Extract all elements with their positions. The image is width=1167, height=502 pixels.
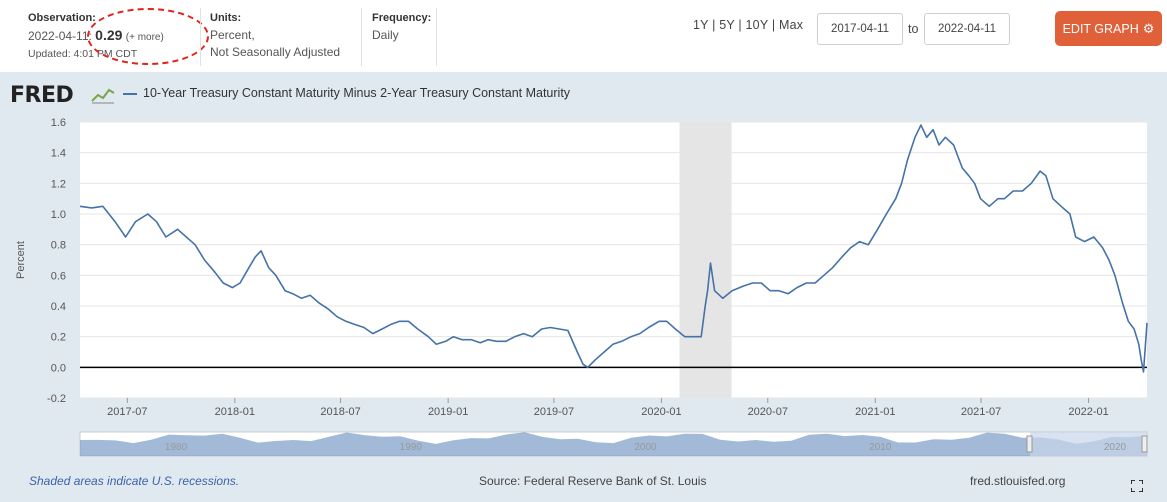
y-tick-label: -0.2 <box>47 393 66 405</box>
gear-icon: ⚙ <box>1142 21 1155 36</box>
fullscreen-icon[interactable] <box>1131 480 1143 492</box>
navigator-label: 2010 <box>869 442 892 453</box>
range-1y[interactable]: 1Y <box>693 18 709 32</box>
y-tick-label: 0.0 <box>51 362 66 374</box>
observation-more-link[interactable]: (+ more) <box>125 32 164 43</box>
edit-graph-button[interactable]: EDIT GRAPH ⚙ <box>1055 11 1162 46</box>
y-tick-label: 1.0 <box>51 209 66 221</box>
range-selector: 1Y | 5Y | 10Y | Max <box>693 18 804 32</box>
recession-shade <box>679 122 732 398</box>
recession-note: Shaded areas indicate U.S. recessions. <box>29 474 240 488</box>
y-tick-label: 1.2 <box>51 178 66 190</box>
observation-value: 0.29 <box>95 27 123 43</box>
fred-logo: FRED <box>10 83 74 108</box>
range-5y[interactable]: 5Y <box>719 18 735 32</box>
units-label: Units: <box>210 12 242 24</box>
x-tick-label: 2020-01 <box>641 406 681 418</box>
x-tick-label: 2021-07 <box>961 406 1001 418</box>
to-label: to <box>908 22 919 36</box>
legend-label: 10-Year Treasury Constant Maturity Minus… <box>143 86 571 100</box>
x-tick-label: 2017-07 <box>107 406 147 418</box>
navigator-label: 2020 <box>1104 442 1127 453</box>
y-tick-label: 0.2 <box>51 332 66 344</box>
y-tick-label: 1.6 <box>51 117 66 129</box>
divider <box>436 8 437 66</box>
end-date-input[interactable]: 2022-04-11 <box>924 13 1010 45</box>
frequency-label: Frequency: <box>372 12 432 24</box>
observation-date: 2022-04-11: <box>28 29 92 43</box>
y-tick-label: 0.4 <box>51 301 66 313</box>
units-line2: Not Seasonally Adjusted <box>210 45 341 59</box>
units-line1: Percent, <box>210 28 255 42</box>
observation-block: Observation: 2022-04-11: 0.29 (+ more) U… <box>28 10 164 63</box>
y-tick-label: 1.4 <box>51 148 66 160</box>
divider <box>200 8 201 66</box>
series-line <box>79 124 1148 373</box>
x-tick-label: 2020-07 <box>748 406 788 418</box>
y-axis-label: Percent <box>15 241 27 279</box>
observation-label: Observation: <box>28 12 96 24</box>
x-tick-label: 2019-01 <box>428 406 468 418</box>
x-tick-label: 2021-01 <box>855 406 895 418</box>
x-tick-label: 2019-07 <box>534 406 574 418</box>
start-date-input[interactable]: 2017-04-11 <box>817 13 903 45</box>
frequency-block: Frequency: Daily <box>372 10 431 44</box>
navigator-handle <box>1141 435 1148 453</box>
edit-graph-label: EDIT GRAPH <box>1062 22 1139 36</box>
x-tick-label: 2022-01 <box>1068 406 1108 418</box>
frequency-value: Daily <box>372 28 399 42</box>
x-tick-label: 2018-01 <box>215 406 255 418</box>
navigator-area <box>80 432 1147 456</box>
top-info-bar: Observation: 2022-04-11: 0.29 (+ more) U… <box>0 0 1167 72</box>
x-tick-label: 2018-07 <box>320 406 360 418</box>
navigator-selection <box>1030 432 1147 456</box>
updated-time: Updated: 4:01 PM CDT <box>28 48 138 60</box>
legend-swatch <box>123 93 137 95</box>
navigator-label: 2000 <box>634 442 657 453</box>
range-10y[interactable]: 10Y <box>745 18 769 32</box>
navigator-label: 1980 <box>165 442 188 453</box>
plot-background <box>80 122 1147 398</box>
navigator-label: 1990 <box>400 442 423 453</box>
site-url[interactable]: fred.stlouisfed.org <box>970 474 1066 488</box>
chart-logo-icon <box>91 88 115 104</box>
range-max[interactable]: Max <box>778 18 804 32</box>
y-tick-label: 0.8 <box>51 240 66 252</box>
y-tick-label: 0.6 <box>51 270 66 282</box>
units-block: Units: Percent, Not Seasonally Adjusted <box>210 10 340 61</box>
observation-row: 2022-04-11: 0.29 (+ more) <box>28 27 164 46</box>
chart-area: 1.6 1.4 1.2 1.0 0.8 0.6 0.4 0.2 0.0 -0.2 2017-07 20… <box>15 117 1148 457</box>
source-note: Source: Federal Reserve Bank of St. Loui… <box>479 474 707 488</box>
divider <box>361 8 362 66</box>
navigator-handle <box>1026 435 1033 453</box>
